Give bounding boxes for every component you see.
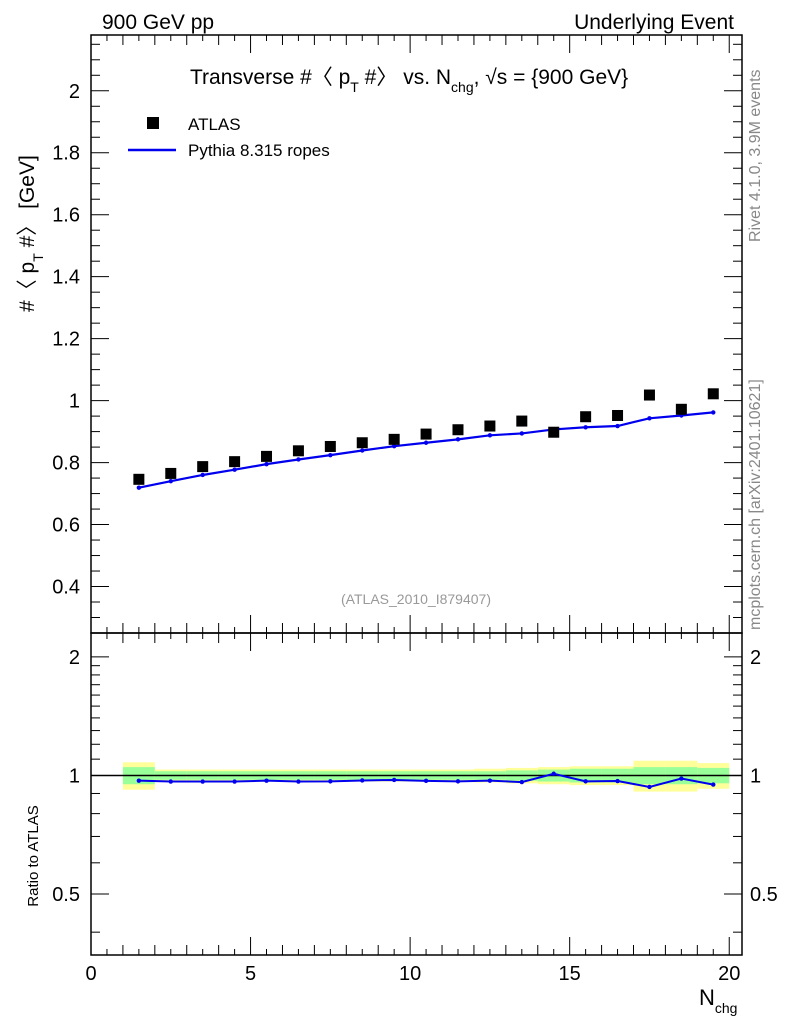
x-tick-label: 0	[85, 963, 96, 985]
ratio-y-tick-label: 0.5	[52, 884, 80, 906]
ratio-point	[679, 776, 684, 781]
y-axis-label: #〈 pT #〉 [GeV]	[16, 155, 46, 312]
y-tick-label: 1.2	[52, 329, 80, 351]
atlas-series	[133, 388, 719, 485]
atlas-point	[261, 450, 273, 462]
pythia-point	[360, 448, 365, 453]
ratio-y-tick-label: 1	[69, 765, 80, 787]
ratio-point	[136, 778, 142, 783]
pythia-series	[136, 410, 716, 490]
y-tick-label: 0.6	[52, 515, 80, 537]
atlas-point	[165, 467, 177, 479]
chart-title: Transverse #〈 pT #〉 vs. Nchg, √s = {900 …	[190, 66, 628, 95]
ratio-point	[647, 784, 652, 790]
y-tick-label: 0.8	[52, 453, 80, 475]
ratio-point	[391, 777, 397, 783]
atlas-point	[516, 415, 528, 427]
pythia-point	[423, 440, 429, 445]
ratio-point	[455, 779, 461, 784]
header-right: Underlying Event	[574, 11, 734, 34]
ratio-point	[264, 778, 269, 783]
atlas-point	[707, 388, 719, 400]
y-tick-label: 1	[69, 391, 80, 413]
ratio-y-tick-label: 2	[69, 647, 80, 669]
atlas-point	[229, 456, 241, 468]
pythia-point	[232, 467, 237, 472]
atlas-point	[324, 440, 336, 452]
atlas-point	[484, 420, 496, 432]
ratio-point	[615, 778, 620, 784]
ratio-point	[487, 778, 493, 783]
atlas-point	[133, 473, 145, 485]
atlas-point	[197, 461, 209, 473]
legend-atlas-label: ATLAS	[188, 115, 241, 134]
pythia-point	[200, 472, 205, 478]
ratio-point	[328, 779, 333, 784]
ratio-plot-frame	[90, 632, 743, 956]
ratio-y-tick-label-right: 0.5	[750, 884, 778, 906]
y-tick-label: 1.8	[52, 143, 80, 165]
ratio-point	[551, 771, 556, 776]
pythia-point	[391, 443, 397, 449]
ratio-point	[423, 778, 429, 784]
ratio-bands	[91, 760, 742, 792]
atlas-point	[612, 409, 624, 421]
x-tick-label: 20	[718, 963, 740, 985]
ratio-point	[711, 782, 716, 787]
ratio-point	[200, 779, 205, 784]
pythia-point	[455, 437, 461, 442]
ratio-point	[168, 779, 173, 784]
ratio-point	[296, 779, 301, 784]
ratio-point	[519, 779, 525, 785]
pythia-point	[296, 457, 301, 462]
pythia-curve	[138, 411, 714, 489]
legend-pythia-label: Pythia 8.315 ropes	[188, 141, 330, 160]
ratio-point	[232, 779, 237, 784]
atlas-point	[452, 424, 464, 436]
x-tick-label: 15	[559, 963, 581, 985]
ratio-point	[360, 778, 365, 783]
y-tick-label: 2	[69, 81, 80, 103]
x-tick-label: 5	[245, 963, 256, 985]
ratio-y-tick-label-right: 2	[750, 647, 761, 669]
pythia-point	[647, 416, 652, 421]
pythia-point	[136, 485, 142, 490]
pythia-point	[519, 431, 525, 436]
axis-ticks	[90, 35, 742, 955]
axis-tick-labels: 0 5 10 15 20 0.4 0.6 0.8 1 1.2 1.4 1.6 1.8 2 0.5 0.5 1 1 2…	[52, 81, 778, 985]
y-tick-label: 1.6	[52, 205, 80, 227]
pythia-point	[487, 433, 493, 438]
ratio-series	[136, 771, 716, 790]
analysis-id: (ATLAS_2010_I879407)	[341, 591, 491, 607]
pythia-point	[711, 410, 716, 415]
pythia-point	[168, 478, 173, 484]
pythia-point	[615, 423, 620, 429]
atlas-point	[643, 389, 655, 401]
x-tick-label: 10	[399, 963, 421, 985]
atlas-point	[292, 445, 304, 457]
ratio-y-tick-label-right: 1	[750, 765, 761, 787]
atlas-point	[356, 437, 368, 449]
ratio-point	[583, 779, 588, 784]
atlas-point	[675, 403, 687, 415]
y-tick-label: 0.4	[52, 577, 80, 599]
legend: ATLAS Pythia 8.315 ropes	[128, 115, 330, 160]
pythia-point	[583, 425, 588, 430]
atlas-point	[420, 428, 432, 440]
x-axis-label: Nchg	[699, 985, 737, 1016]
mcplots-label: mcplots.cern.ch [arXiv:2401.10621]	[747, 379, 764, 630]
legend-atlas-marker	[147, 117, 159, 129]
atlas-point	[548, 426, 560, 438]
rivet-version-label: Rivet 4.1.0, 3.9M events	[747, 69, 764, 242]
header-left: 900 GeV pp	[102, 11, 214, 34]
pythia-point	[328, 452, 333, 458]
y-tick-label: 1.4	[52, 267, 80, 289]
pythia-point	[264, 461, 269, 467]
ratio-y-axis-label: Ratio to ATLAS	[25, 805, 42, 906]
atlas-point	[580, 411, 592, 423]
atlas-point	[388, 433, 400, 445]
